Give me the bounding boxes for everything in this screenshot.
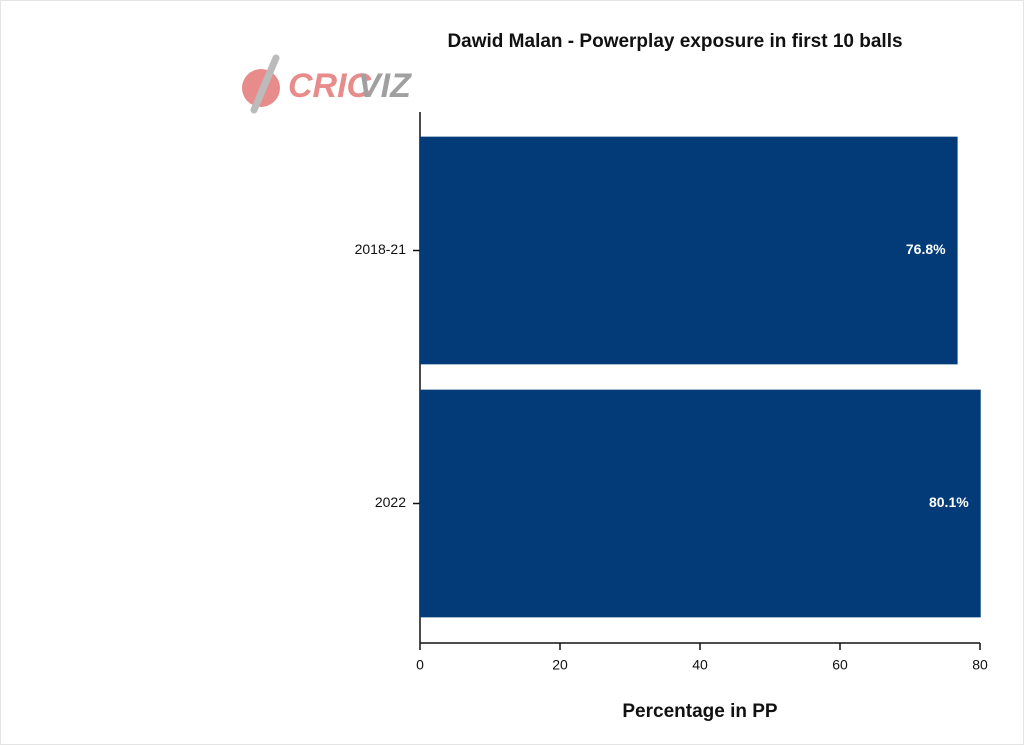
x-tick-label: 0	[416, 657, 424, 673]
x-axis-label: Percentage in PP	[622, 701, 778, 722]
chart-title: Dawid Malan - Powerplay exposure in firs…	[447, 31, 902, 52]
logo-text: CRIC	[288, 67, 372, 105]
x-tick-label: 40	[692, 657, 708, 673]
x-tick-label: 60	[832, 657, 848, 673]
y-tick-label: 2018-21	[355, 241, 407, 257]
value-label: 76.8%	[906, 241, 946, 257]
bar	[420, 136, 958, 365]
logo-text: VIZ	[358, 67, 412, 105]
bar	[420, 389, 981, 618]
logo-bat	[250, 54, 280, 114]
value-label: 80.1%	[929, 494, 969, 510]
logo: CRIC VIZ	[242, 54, 412, 114]
x-tick-label: 80	[972, 657, 988, 673]
x-tick-label: 20	[552, 657, 568, 673]
y-tick-label: 2022	[375, 494, 406, 510]
